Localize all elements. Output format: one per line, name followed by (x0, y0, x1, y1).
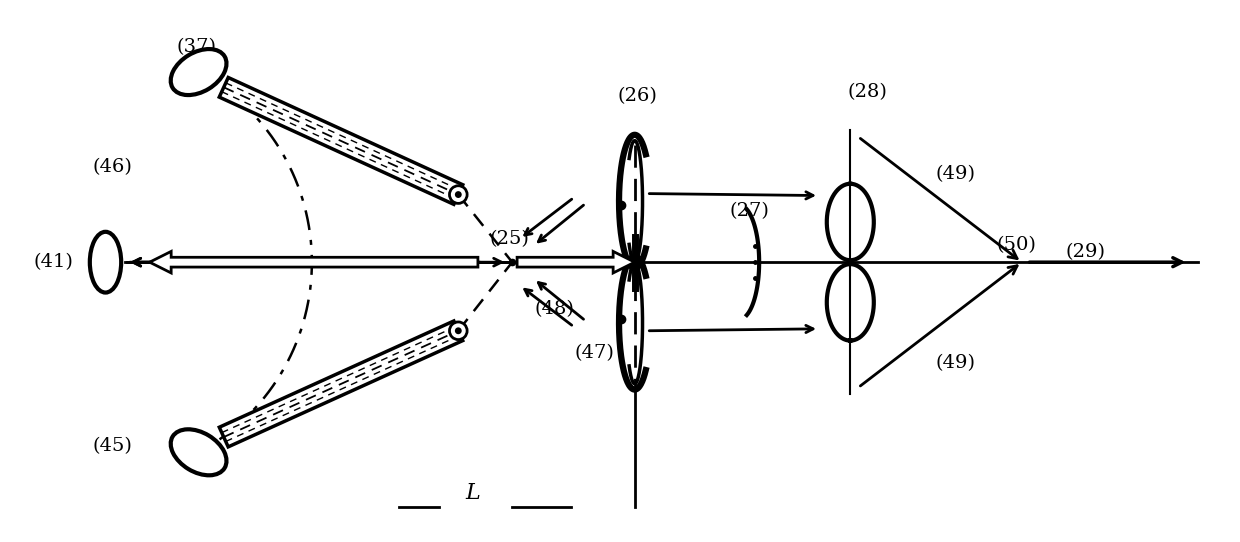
Text: (49): (49) (935, 354, 975, 372)
Polygon shape (150, 251, 477, 273)
Text: (49): (49) (935, 165, 975, 183)
Ellipse shape (94, 238, 117, 287)
Ellipse shape (171, 429, 227, 475)
Circle shape (455, 191, 461, 198)
Circle shape (455, 327, 461, 334)
Polygon shape (517, 251, 635, 273)
Ellipse shape (89, 232, 122, 293)
Text: (41): (41) (33, 253, 73, 271)
Text: (50): (50) (997, 236, 1037, 255)
Polygon shape (219, 78, 463, 204)
Text: L: L (466, 482, 480, 505)
Text: (29): (29) (1065, 243, 1106, 261)
Ellipse shape (171, 49, 227, 95)
Text: (45): (45) (93, 437, 133, 455)
Text: (48): (48) (534, 300, 574, 318)
Polygon shape (219, 321, 463, 447)
Circle shape (449, 186, 467, 203)
Text: (37): (37) (176, 37, 217, 56)
Text: (27): (27) (729, 202, 769, 220)
Text: (25): (25) (490, 230, 529, 248)
Ellipse shape (176, 55, 221, 89)
Text: (46): (46) (93, 158, 133, 176)
Text: (26): (26) (618, 87, 657, 105)
Circle shape (449, 322, 467, 340)
Ellipse shape (176, 435, 221, 469)
Text: (28): (28) (847, 83, 887, 101)
Text: (47): (47) (574, 344, 615, 362)
